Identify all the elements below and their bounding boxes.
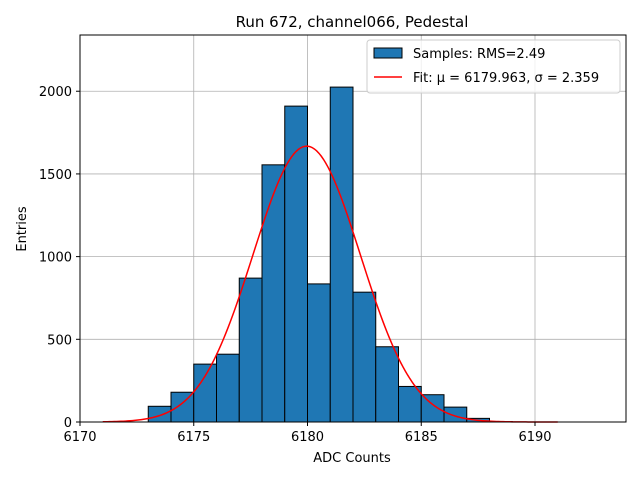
- ticks-layer: 6170 6175 6180 6185 6190 0 500 1000 1500 2000: [39, 85, 552, 445]
- x-tick-label: 6180: [291, 430, 324, 445]
- histogram-bar: [284, 105, 308, 423]
- histogram-bar: [216, 353, 240, 423]
- legend-label-fit: Fit: μ = 6179.963, σ = 2.359: [413, 71, 599, 86]
- histogram-bar: [352, 291, 377, 423]
- x-tick-label: 6175: [177, 430, 210, 445]
- x-tick-label: 6185: [405, 430, 438, 445]
- plot-frame: [79, 34, 627, 423]
- legend-box: [366, 39, 621, 94]
- histogram-bar: [398, 385, 422, 423]
- bars-layer: [147, 86, 513, 423]
- histogram-bar: [147, 405, 172, 423]
- histogram-bar: [307, 283, 331, 423]
- histogram-bar: [329, 86, 354, 423]
- legend-swatch-samples: [373, 47, 403, 59]
- y-tick-label: 0: [64, 416, 72, 431]
- y-tick-label: 500: [47, 333, 72, 348]
- x-axis-title: ADC Counts: [313, 451, 391, 466]
- y-tick-label: 1000: [39, 251, 72, 266]
- histogram-bar: [443, 406, 468, 423]
- fit-curve: [102, 145, 558, 423]
- x-tick-label: 6170: [63, 430, 96, 445]
- y-tick-label: 1500: [39, 168, 72, 183]
- histogram-bar: [261, 164, 286, 423]
- x-tick-label: 6190: [518, 430, 551, 445]
- legend: Samples: RMS=2.49 Fit: μ = 6179.963, σ =…: [366, 39, 621, 94]
- histogram-bar: [193, 363, 217, 423]
- legend-label-samples: Samples: RMS=2.49: [413, 47, 545, 62]
- chart-title: Run 672, channel066, Pedestal: [236, 13, 469, 31]
- histogram-bar: [375, 346, 399, 423]
- y-tick-label: 2000: [39, 85, 72, 100]
- histogram-bar: [420, 394, 445, 423]
- histogram-bar: [238, 277, 263, 423]
- y-axis-title: Entries: [15, 206, 30, 252]
